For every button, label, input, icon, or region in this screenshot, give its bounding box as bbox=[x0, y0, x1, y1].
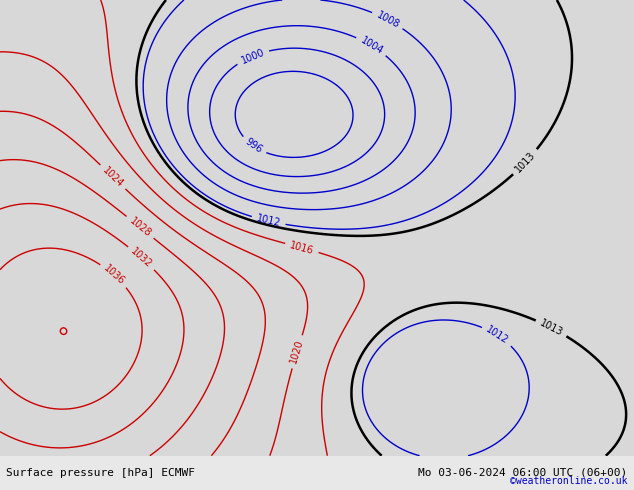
Text: 1013: 1013 bbox=[514, 150, 538, 174]
Text: ©weatheronline.co.uk: ©weatheronline.co.uk bbox=[510, 476, 628, 486]
Text: 1008: 1008 bbox=[375, 10, 401, 30]
Text: 1020: 1020 bbox=[288, 339, 306, 365]
Text: Mo 03-06-2024 06:00 UTC (06+00): Mo 03-06-2024 06:00 UTC (06+00) bbox=[418, 468, 628, 478]
Text: 1024: 1024 bbox=[101, 165, 126, 189]
Text: 1012: 1012 bbox=[484, 324, 510, 346]
Text: 1012: 1012 bbox=[256, 213, 281, 229]
Text: Surface pressure [hPa] ECMWF: Surface pressure [hPa] ECMWF bbox=[6, 468, 195, 478]
Text: 1013: 1013 bbox=[538, 318, 564, 338]
Text: 1004: 1004 bbox=[358, 35, 385, 56]
Text: 1028: 1028 bbox=[127, 216, 153, 239]
Text: 1000: 1000 bbox=[240, 47, 266, 66]
Text: 1032: 1032 bbox=[129, 246, 154, 270]
Text: 1036: 1036 bbox=[101, 264, 127, 287]
Text: 996: 996 bbox=[243, 137, 264, 155]
Text: 1016: 1016 bbox=[288, 240, 315, 256]
